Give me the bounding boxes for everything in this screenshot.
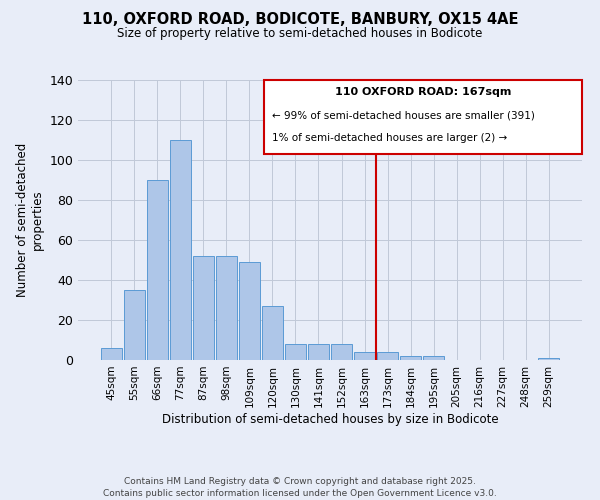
- Bar: [262, 306, 283, 360]
- Bar: [239, 262, 260, 360]
- Bar: [308, 344, 329, 360]
- Y-axis label: Number of semi-detached
properties: Number of semi-detached properties: [16, 143, 44, 297]
- Bar: [354, 352, 375, 360]
- Text: Size of property relative to semi-detached houses in Bodicote: Size of property relative to semi-detach…: [118, 28, 482, 40]
- Text: 110 OXFORD ROAD: 167sqm: 110 OXFORD ROAD: 167sqm: [335, 87, 511, 97]
- X-axis label: Distribution of semi-detached houses by size in Bodicote: Distribution of semi-detached houses by …: [161, 412, 499, 426]
- Bar: [331, 344, 352, 360]
- Bar: [124, 290, 145, 360]
- Text: ← 99% of semi-detached houses are smaller (391): ← 99% of semi-detached houses are smalle…: [272, 111, 535, 121]
- Bar: [147, 180, 167, 360]
- Bar: [377, 352, 398, 360]
- Bar: [216, 256, 237, 360]
- Bar: [285, 344, 306, 360]
- Bar: [400, 356, 421, 360]
- Bar: [193, 256, 214, 360]
- Bar: [423, 356, 444, 360]
- Text: 110, OXFORD ROAD, BODICOTE, BANBURY, OX15 4AE: 110, OXFORD ROAD, BODICOTE, BANBURY, OX1…: [82, 12, 518, 28]
- Text: 1% of semi-detached houses are larger (2) →: 1% of semi-detached houses are larger (2…: [272, 133, 507, 143]
- Bar: [101, 348, 122, 360]
- Text: Contains public sector information licensed under the Open Government Licence v3: Contains public sector information licen…: [103, 489, 497, 498]
- Text: Contains HM Land Registry data © Crown copyright and database right 2025.: Contains HM Land Registry data © Crown c…: [124, 478, 476, 486]
- Bar: [538, 358, 559, 360]
- FancyBboxPatch shape: [265, 80, 582, 154]
- Bar: [170, 140, 191, 360]
